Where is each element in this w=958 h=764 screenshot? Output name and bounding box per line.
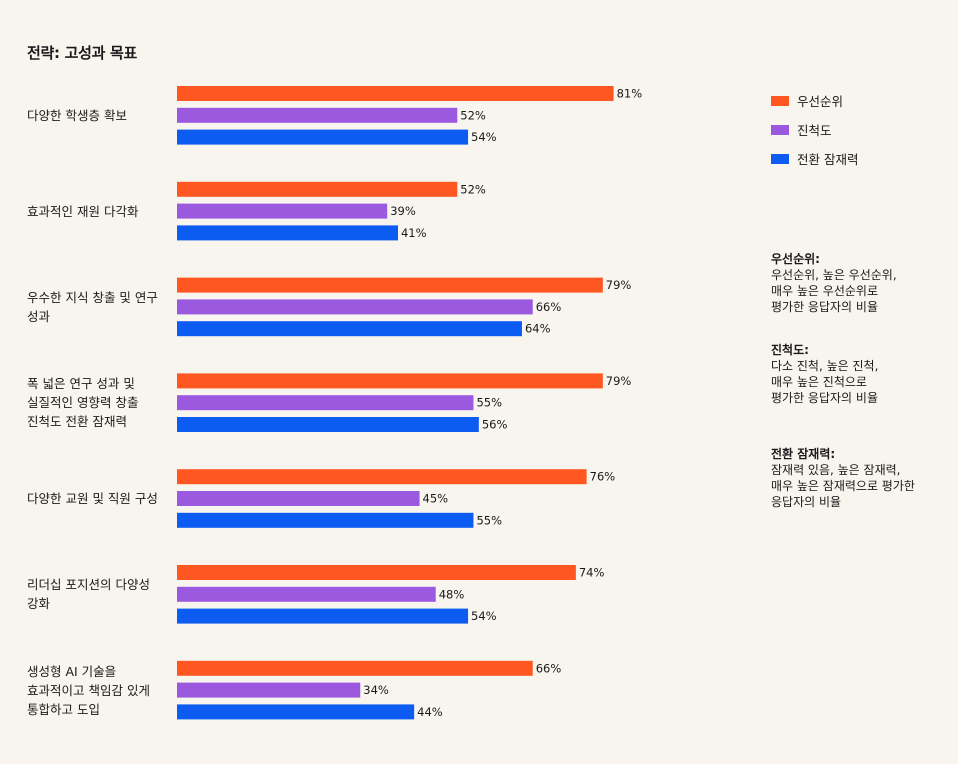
bar-value-label: 64%	[525, 322, 551, 336]
category-label-line: 우수한 지식 창출 및 연구	[27, 289, 158, 305]
bar-value-label: 41%	[401, 226, 427, 240]
legend-label-priority: 우선순위	[797, 94, 844, 109]
note-progress-title: 진척도:	[771, 343, 809, 357]
bar-value-label: 34%	[363, 683, 389, 697]
bar-priority	[177, 565, 576, 580]
bar-value-label: 52%	[460, 108, 486, 122]
note-potential-line: 응답자의 비율	[771, 495, 842, 509]
bar-potential	[177, 417, 479, 432]
legend-swatch-priority	[771, 95, 789, 106]
legend: 우선순위 진척도 전환 잠재력	[771, 86, 858, 173]
legend-swatch-progress	[771, 124, 789, 135]
note-priority-title: 우선순위:	[771, 252, 820, 266]
bar-value-label: 79%	[606, 374, 632, 388]
note-priority-line: 매우 높은 우선순위로	[771, 284, 878, 298]
bar-value-label: 54%	[471, 130, 497, 144]
bar-value-label: 52%	[460, 182, 486, 196]
bar-value-label: 79%	[606, 278, 632, 292]
bar-priority	[177, 660, 533, 676]
category-label: 다양한 교원 및 직원 구성	[27, 469, 177, 528]
bar-priority	[177, 181, 458, 197]
legend-swatch-potential	[771, 153, 789, 164]
bar-priority	[177, 86, 614, 101]
bar-value-label: 45%	[423, 492, 449, 506]
bar-priority	[177, 277, 603, 293]
bar-value-label: 55%	[476, 513, 502, 527]
bar-progress	[177, 682, 361, 698]
bar-progress	[177, 107, 458, 123]
category-label-line: 강화	[27, 596, 51, 612]
note-progress: 진척도: 다소 진척, 높은 진척, 매우 높은 진척으로 평가한 응답자의 비…	[771, 342, 951, 406]
category-label-line: 진척도 전환 잠재력	[27, 414, 127, 430]
bar-value-label: 44%	[417, 705, 443, 719]
chart-title: 전략: 고성과 목표	[27, 44, 138, 62]
note-progress-line: 평가한 응답자의 비율	[771, 391, 878, 405]
category-label-line: 다양한 학생층 확보	[27, 107, 127, 123]
category-label-line: 효과적인 재원 다각화	[27, 203, 139, 219]
bar-value-label: 56%	[482, 418, 508, 432]
bar-progress	[177, 395, 474, 411]
legend-label-potential: 전환 잠재력	[797, 152, 859, 167]
note-priority-line: 평가한 응답자의 비율	[771, 300, 878, 314]
category-label-line: 실질적인 영향력 창출	[27, 395, 139, 411]
category-label: 효과적인 재원 다각화	[27, 182, 177, 241]
bar-potential	[177, 704, 415, 720]
note-progress-line: 매우 높은 진척으로	[771, 375, 867, 389]
bar-value-label: 54%	[471, 609, 497, 623]
category-label: 다양한 학생층 확보	[27, 86, 177, 145]
bar-potential	[177, 225, 398, 241]
legend-item-progress: 진척도	[771, 115, 858, 144]
bar-value-label: 74%	[579, 566, 605, 580]
bar-potential	[177, 608, 469, 624]
bar-progress	[177, 203, 388, 219]
bar-value-label: 48%	[439, 587, 465, 601]
category-label-line: 다양한 교원 및 직원 구성	[27, 490, 158, 506]
note-potential-line: 매우 높은 잠재력으로 평가한	[771, 479, 915, 493]
note-progress-line: 다소 진척, 높은 진척,	[771, 359, 879, 373]
note-priority: 우선순위: 우선순위, 높은 우선순위, 매우 높은 우선순위로 평가한 응답자…	[771, 251, 951, 315]
note-potential-title: 전환 잠재력:	[771, 447, 836, 461]
bar-value-label: 66%	[536, 661, 562, 675]
category-label-line: 생성형 AI 기술을	[27, 663, 117, 679]
bar-value-label: 55%	[476, 396, 502, 410]
bar-value-label: 76%	[590, 470, 616, 484]
category-label-line: 폭 넓은 연구 성과 및	[27, 376, 135, 392]
category-label-line: 효과적이고 책임감 있게	[27, 682, 150, 698]
bar-potential	[177, 512, 474, 528]
bar-priority	[177, 373, 603, 389]
bar-progress	[177, 299, 533, 315]
note-potential: 전환 잠재력: 잠재력 있음, 높은 잠재력, 매우 높은 잠재력으로 평가한 …	[771, 446, 951, 510]
bar-value-label: 39%	[390, 204, 416, 218]
bar-progress	[177, 586, 436, 602]
category-label-line: 통합하고 도입	[27, 701, 100, 717]
note-priority-line: 우선순위, 높은 우선순위,	[771, 268, 897, 282]
legend-label-progress: 진척도	[797, 123, 832, 138]
bar-potential	[177, 129, 469, 145]
bar-progress	[177, 491, 420, 506]
bar-value-label: 66%	[536, 300, 562, 314]
category-label-line: 리더십 포지션의 다양성	[27, 577, 150, 593]
legend-item-potential: 전환 잠재력	[771, 144, 858, 173]
legend-item-priority: 우선순위	[771, 86, 858, 115]
bar-priority	[177, 469, 587, 485]
category-label-line: 성과	[27, 308, 51, 324]
note-potential-line: 잠재력 있음, 높은 잠재력,	[771, 463, 901, 477]
bar-potential	[177, 321, 522, 337]
bar-value-label: 81%	[617, 87, 643, 101]
